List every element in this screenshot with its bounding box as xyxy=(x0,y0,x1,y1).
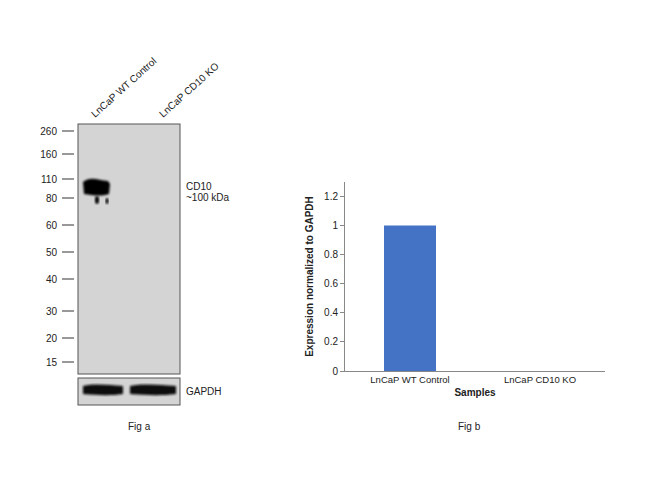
svg-text:160: 160 xyxy=(40,149,57,160)
svg-text:GAPDH: GAPDH xyxy=(186,386,222,397)
svg-text:~100 kDa: ~100 kDa xyxy=(186,192,230,203)
svg-text:15: 15 xyxy=(46,357,58,368)
svg-text:LnCaP WT Control: LnCaP WT Control xyxy=(89,55,158,119)
svg-text:LnCaP CD10 KO: LnCaP CD10 KO xyxy=(157,60,221,119)
html-text:Fig a: Fig a xyxy=(128,421,151,432)
svg-text:0.6: 0.6 xyxy=(324,278,338,289)
svg-text:LnCaP WT Control: LnCaP WT Control xyxy=(370,374,449,385)
svg-text:30: 30 xyxy=(46,306,58,317)
svg-text:1.2: 1.2 xyxy=(324,191,338,202)
svg-text:1: 1 xyxy=(332,220,338,231)
svg-text:0.4: 0.4 xyxy=(324,307,338,318)
svg-text:CD10: CD10 xyxy=(186,181,212,192)
svg-text:20: 20 xyxy=(46,333,58,344)
svg-text:260: 260 xyxy=(40,126,57,137)
svg-text:LnCaP CD10 KO: LnCaP CD10 KO xyxy=(504,374,576,385)
svg-text:0: 0 xyxy=(332,366,338,377)
svg-text:110: 110 xyxy=(41,174,57,185)
svg-text:0.8: 0.8 xyxy=(324,249,338,260)
html-text:Fig b: Fig b xyxy=(458,421,481,432)
svg-text:40: 40 xyxy=(46,274,58,285)
svg-text:Samples: Samples xyxy=(454,387,496,398)
svg-text:0.2: 0.2 xyxy=(324,336,338,347)
svg-text:80: 80 xyxy=(46,193,58,204)
svg-text:50: 50 xyxy=(46,247,58,258)
svg-text:60: 60 xyxy=(46,220,58,231)
svg-text:Expression normalized to GAPDH: Expression normalized to GAPDH xyxy=(304,196,315,357)
